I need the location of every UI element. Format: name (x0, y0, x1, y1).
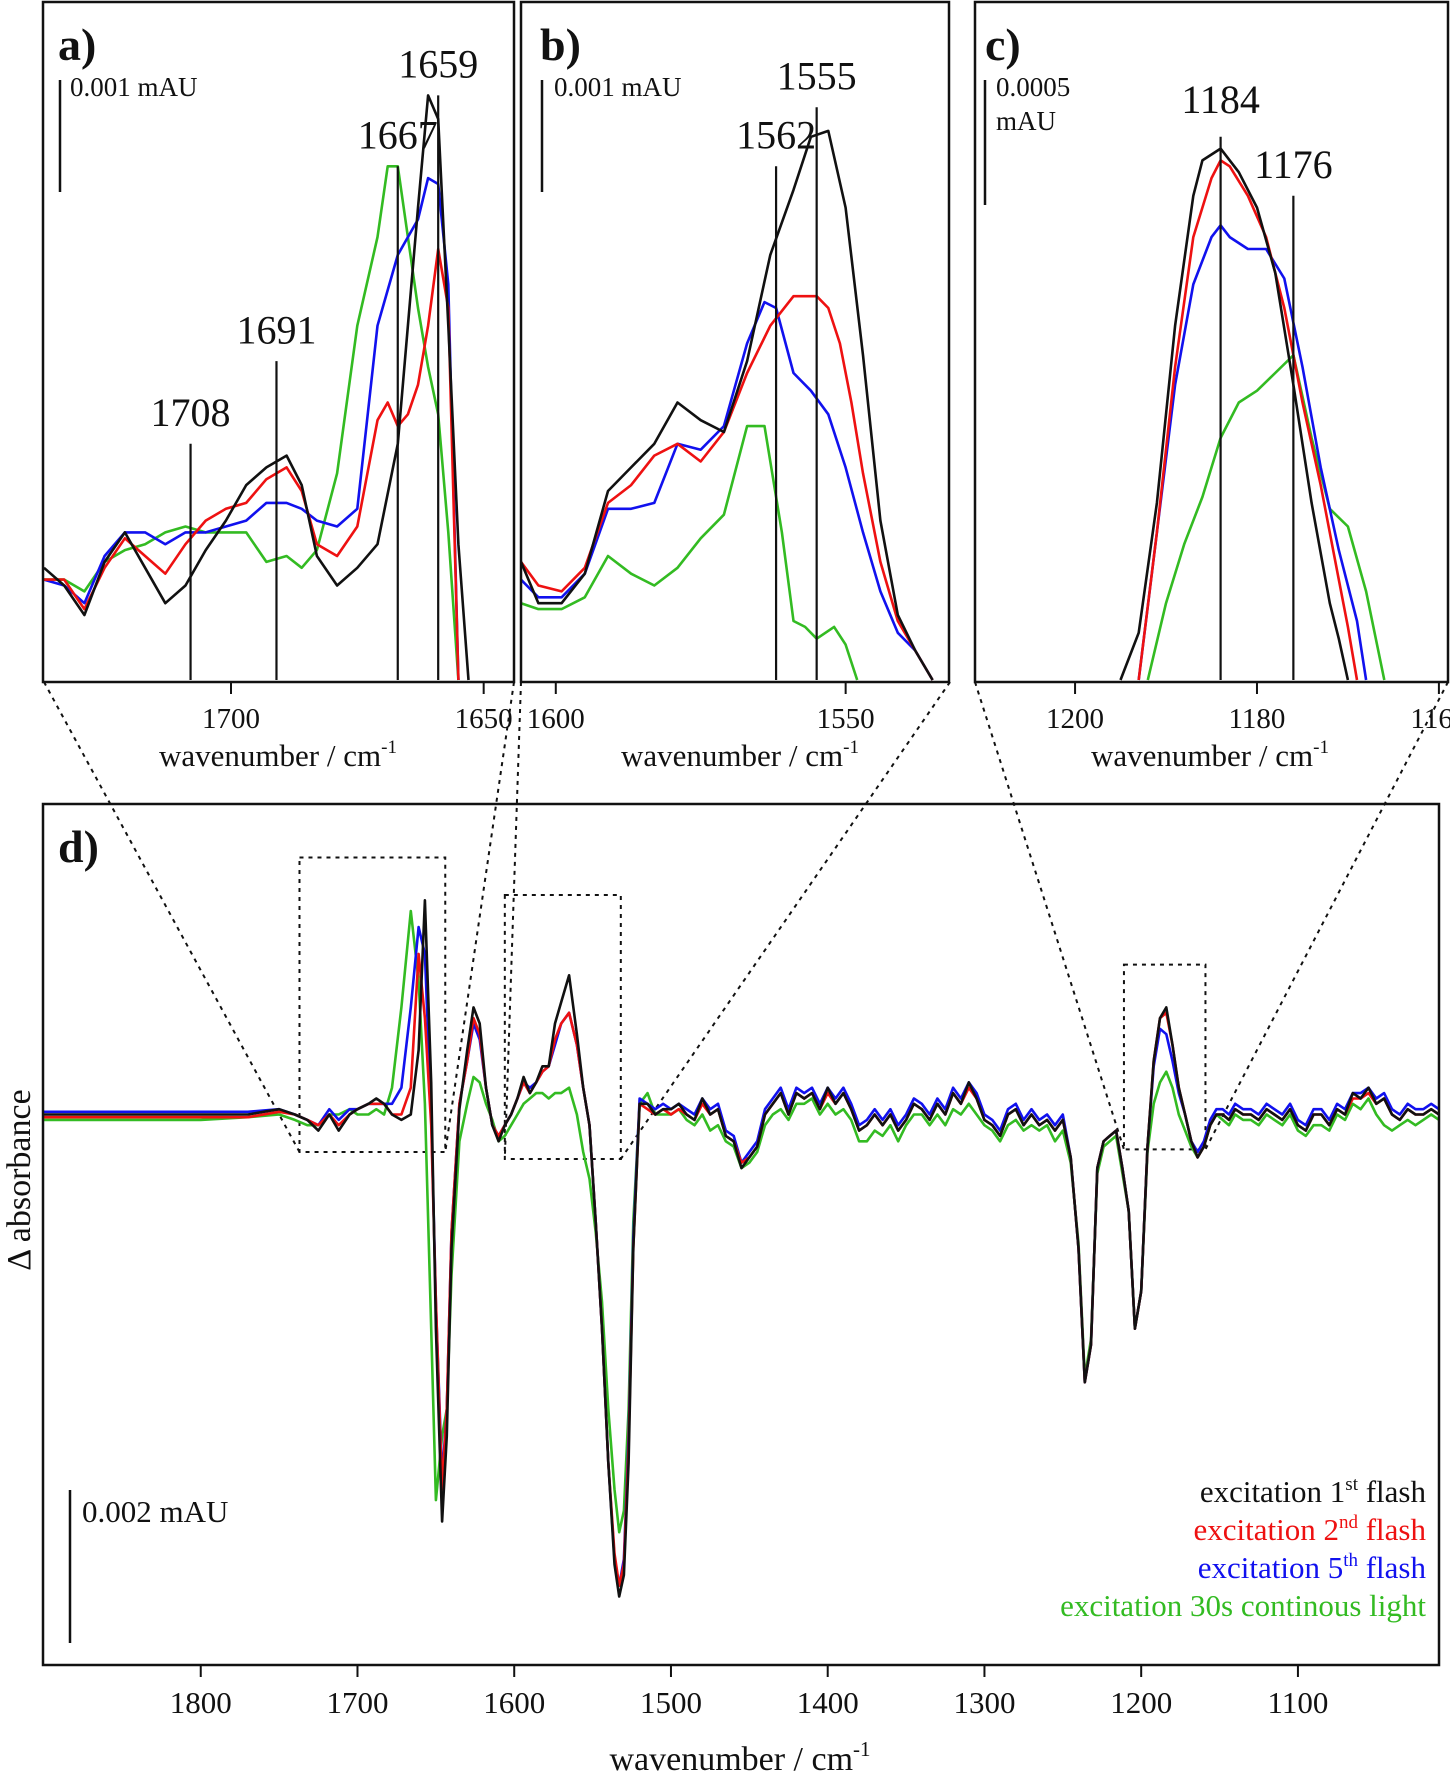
panel-c-peak-label: 1176 (1254, 142, 1333, 187)
panel-c-scale-label: 0.0005 mAU (996, 72, 1070, 136)
panel-c-frame (973, 0, 1450, 684)
panel-c-series-1-line (1119, 147, 1350, 681)
zoom-connector-right-b (619, 681, 951, 1160)
panel-b-peak-label: 1555 (777, 54, 857, 99)
panel-a-label: a) (58, 19, 96, 70)
panel-d-series-1-line (44, 898, 1438, 1598)
panel-d-frame (41, 802, 1441, 1667)
panel-d-xtick-label: 1600 (483, 1685, 545, 1720)
panel-a-peak-label: 1708 (151, 390, 231, 435)
legend-entry-3: excitation 5th flash (1198, 1550, 1427, 1585)
panel-c-label: c) (985, 19, 1021, 70)
panel-d-xlabel: wavenumber / cm-1 (609, 1737, 870, 1778)
panel-d-ylabel: Δ absorbance (1, 1089, 38, 1270)
panel-a-series-3-line (44, 176, 460, 681)
panel-b-frame (519, 0, 951, 684)
panel-a-peak-label: 1667 (358, 113, 438, 158)
zoom-connector-left-b (503, 681, 522, 1159)
panel-a-series-2-line (44, 247, 460, 681)
panel-c-series-2-line (1137, 159, 1359, 681)
panel-c-xtick-label: 1200 (1046, 703, 1104, 735)
panel-d: d) 0.002 mAU 1800 1700 1600 1500 1400 1300 120… (1, 802, 1441, 1778)
panel-b-series-1-line (521, 129, 934, 681)
panel-d-xtick-label: 1700 (326, 1685, 388, 1720)
panel-d-xtick-label: 1800 (170, 1685, 232, 1720)
panel-c-xtick-label: 1160 (1410, 703, 1450, 735)
panel-d-scale-label: 0.002 mAU (82, 1494, 228, 1529)
legend-entry-1: excitation 1st flash (1200, 1474, 1427, 1509)
zoom-connector-right-a (444, 681, 515, 1153)
panel-b-series-2-line (521, 294, 934, 681)
legend-entry-2: excitation 2nd flash (1194, 1512, 1427, 1547)
zoom-box-b (503, 893, 622, 1160)
panel-c-series-4-line (1146, 353, 1386, 681)
panel-a-xlabel: wavenumber / cm-1 (159, 737, 397, 773)
panel-c-xtick-label: 1180 (1229, 703, 1286, 735)
panel-c-xlabel: wavenumber / cm-1 (1091, 737, 1329, 773)
panel-a-xtick-label: 1700 (202, 703, 260, 735)
panel-a-series-1-line (44, 94, 470, 681)
panel-a-peak-label: 1659 (398, 42, 478, 87)
panel-b-xlabel: wavenumber / cm-1 (621, 737, 859, 773)
panel-b-peak-label: 1562 (736, 113, 816, 158)
zoom-box-c (1122, 963, 1207, 1151)
panel-b-label: b) (540, 19, 581, 70)
panel-a-peak-label: 1691 (236, 307, 316, 352)
legend-entry-4: excitation 30s continous light (1060, 1588, 1426, 1623)
zoom-connectors (43, 681, 1449, 1160)
panel-b-series-3-line (521, 300, 934, 681)
panel-d-xtick-label: 1100 (1268, 1685, 1329, 1720)
panel-d-xtick-label: 1400 (797, 1685, 859, 1720)
panel-d-label: d) (58, 821, 99, 872)
zoom-box-a (298, 856, 447, 1154)
panel-b-xtick-label: 1550 (817, 703, 875, 735)
panel-a-series-4-line (44, 165, 460, 681)
zoom-connector-right-c (1204, 681, 1449, 1150)
panel-d-xtick-label: 1300 (953, 1685, 1015, 1720)
panel-b-xtick-label: 1600 (527, 703, 585, 735)
panel-a-scale-label: 0.001 mAU (70, 72, 198, 102)
panel-c-peak-label: 1184 (1181, 77, 1260, 122)
panel-a-xtick-label: 1650 (455, 703, 513, 735)
panel-c-series-3-line (1137, 224, 1368, 681)
panel-b-series-4-line (521, 424, 859, 681)
panel-b-scale-label: 0.001 mAU (554, 72, 682, 102)
panel-d-series-4-line (44, 909, 1438, 1534)
panel-d-xtick-label: 1200 (1110, 1685, 1172, 1720)
panel-d-xtick-label: 1500 (640, 1685, 702, 1720)
panel-b: 1562 1555 b) 0.001 mAU 1600 1550 wavenumbe… (519, 0, 951, 773)
zoom-connector-left-c (974, 681, 1125, 1150)
panel-a-frame (41, 0, 516, 684)
